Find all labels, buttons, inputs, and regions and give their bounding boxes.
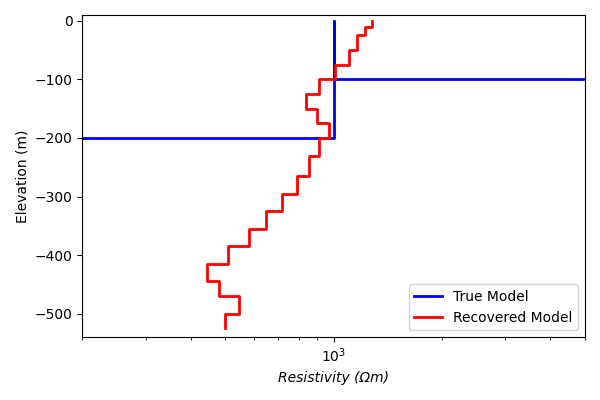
Recovered Model	[314, 106, 321, 111]
Recovered Model	[245, 244, 252, 249]
Recovered Model	[325, 136, 332, 140]
Recovered Model	[245, 226, 252, 231]
Recovered Model	[263, 209, 270, 214]
Recovered Model	[279, 209, 286, 214]
Recovered Model	[316, 136, 323, 140]
Recovered Model	[353, 33, 361, 38]
Recovered Model	[303, 106, 310, 111]
Recovered Model	[325, 121, 332, 126]
Recovered Model	[368, 18, 376, 23]
Recovered Model	[316, 77, 323, 82]
Recovered Model	[203, 279, 211, 284]
Recovered Model	[225, 244, 232, 249]
Recovered Model	[368, 24, 376, 29]
Recovered Model	[303, 92, 310, 96]
Recovered Model	[293, 174, 301, 178]
Line: Recovered Model: Recovered Model	[207, 21, 372, 328]
Recovered Model	[316, 92, 323, 96]
Recovered Model	[345, 62, 352, 67]
Recovered Model	[215, 279, 223, 284]
Line: True Model: True Model	[82, 21, 585, 138]
True Model	[330, 136, 337, 140]
Recovered Model	[203, 262, 211, 266]
True Model	[330, 18, 337, 23]
Recovered Model	[316, 153, 323, 158]
Recovered Model	[361, 24, 368, 29]
Recovered Model	[279, 191, 286, 196]
Recovered Model	[332, 62, 339, 67]
Recovered Model	[215, 294, 223, 298]
Recovered Model	[345, 48, 352, 52]
Recovered Model	[222, 311, 229, 316]
Recovered Model	[293, 191, 301, 196]
Recovered Model	[263, 226, 270, 231]
True Model	[79, 136, 86, 140]
Recovered Model	[305, 153, 313, 158]
Recovered Model	[353, 48, 361, 52]
Y-axis label: Elevation (m): Elevation (m)	[15, 129, 29, 223]
Recovered Model	[235, 294, 242, 298]
Recovered Model	[225, 262, 232, 266]
True Model	[581, 77, 589, 82]
Recovered Model	[314, 121, 321, 126]
Recovered Model	[305, 174, 313, 178]
Legend: True Model, Recovered Model: True Model, Recovered Model	[409, 284, 578, 330]
X-axis label: Resistivity (Ωm): Resistivity (Ωm)	[278, 371, 389, 385]
Recovered Model	[222, 326, 229, 331]
Recovered Model	[361, 33, 368, 38]
Recovered Model	[235, 311, 242, 316]
True Model	[330, 77, 337, 82]
Recovered Model	[332, 77, 339, 82]
